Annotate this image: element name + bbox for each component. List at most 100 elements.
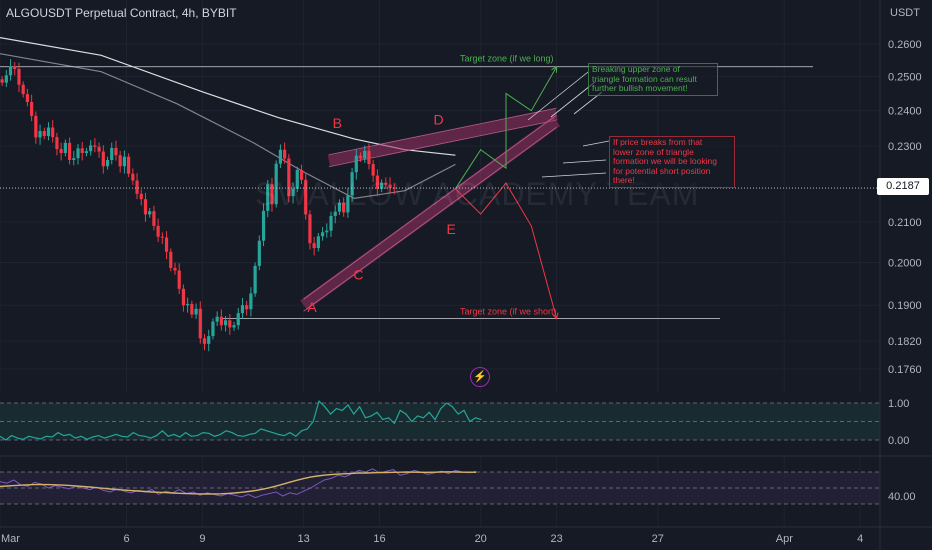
candle (388, 184, 392, 188)
candle (148, 211, 152, 215)
candle (59, 149, 63, 154)
note-pointer-arrow (541, 172, 607, 178)
candle (312, 243, 316, 249)
note-pointer-arrow (582, 140, 610, 147)
candle (30, 102, 34, 116)
indicator-2-line-b (0, 471, 477, 495)
x-tick-label: 20 (475, 533, 487, 545)
candle (160, 236, 164, 238)
target-short-label: Target zone (if we short) (460, 307, 557, 317)
x-tick-label: 4 (857, 533, 863, 545)
pattern-point-b: B (333, 115, 342, 131)
indicator-2-band (0, 472, 880, 504)
candle (274, 163, 278, 205)
moving-average-line (0, 53, 456, 200)
candle (0, 79, 4, 83)
y-tick-label: 0.1820 (888, 336, 922, 348)
candle (329, 215, 333, 231)
x-tick-label: 6 (123, 533, 129, 545)
grid (0, 0, 880, 527)
candle (127, 156, 131, 174)
candle (152, 211, 156, 226)
channel-lower-edge (303, 126, 557, 312)
candle (287, 158, 291, 197)
candle (270, 184, 274, 205)
candle (236, 313, 240, 326)
x-tick-label: 9 (199, 533, 205, 545)
candle (223, 320, 228, 326)
note-pointer-arrow (527, 71, 589, 121)
candle (219, 316, 223, 326)
candle (257, 240, 261, 266)
candle (316, 236, 320, 249)
candle (67, 142, 72, 160)
candle (72, 158, 76, 160)
candle (13, 66, 17, 70)
candle (198, 308, 202, 339)
candle (308, 214, 312, 244)
candle (358, 155, 363, 159)
candle (118, 155, 122, 167)
candle (337, 202, 342, 212)
x-tick-label: Apr (776, 533, 793, 545)
candle (380, 182, 384, 189)
candle (173, 267, 177, 271)
candle (384, 182, 388, 185)
candle (232, 325, 236, 328)
candle (283, 149, 287, 159)
y-tick-label: 0.2500 (888, 72, 922, 84)
candle (350, 172, 354, 196)
candle (63, 142, 67, 154)
note-pointer-arrow (573, 91, 603, 115)
last-price-badge: 0.2187 (877, 178, 929, 195)
currency-label: USDT (890, 7, 920, 19)
candle (114, 147, 118, 156)
candle (375, 175, 379, 189)
target-long-label: Target zone (if we long) (460, 54, 554, 64)
indicator-1-band (0, 403, 880, 440)
candle (320, 232, 325, 237)
candle (228, 320, 232, 328)
candle (291, 188, 295, 197)
candle (80, 148, 84, 154)
candle (84, 151, 89, 154)
candle (295, 169, 299, 189)
price-plot[interactable]: Target zone (if we long) Target zone (if … (0, 37, 880, 352)
y-tick-label: 0.2400 (888, 106, 922, 118)
price-area-bg (0, 0, 880, 392)
y-tick-label: 0.2600 (888, 39, 922, 51)
candle (299, 169, 304, 180)
candle (89, 145, 93, 152)
channel-lower-edge (303, 114, 557, 300)
candle (17, 69, 21, 85)
candle (46, 127, 51, 137)
candle (34, 115, 38, 138)
candle (253, 265, 257, 294)
pattern-point-c: C (353, 266, 363, 282)
y-tick-label: 0.1900 (888, 300, 922, 312)
y-tick-label: 0.2300 (888, 141, 922, 153)
candle (202, 338, 207, 344)
candle (181, 288, 186, 306)
candle (346, 195, 350, 213)
short-projection-arrowhead (552, 312, 559, 320)
candle (342, 202, 346, 213)
candle (51, 127, 55, 138)
candle (8, 66, 13, 76)
x-tick-label: 13 (297, 533, 309, 545)
candle (139, 193, 143, 200)
candle (4, 75, 8, 83)
candle (325, 230, 329, 233)
candle (25, 94, 30, 103)
lightning-icon[interactable]: ⚡ (470, 367, 490, 387)
candle (105, 159, 110, 167)
candle (122, 156, 126, 167)
note-pointer-arrow (550, 81, 596, 118)
indicator-2-tick-label: 40.00 (888, 491, 916, 503)
candle (249, 293, 253, 310)
candle (156, 225, 160, 237)
candle (367, 150, 371, 165)
candle (38, 131, 42, 138)
candle (392, 187, 396, 189)
